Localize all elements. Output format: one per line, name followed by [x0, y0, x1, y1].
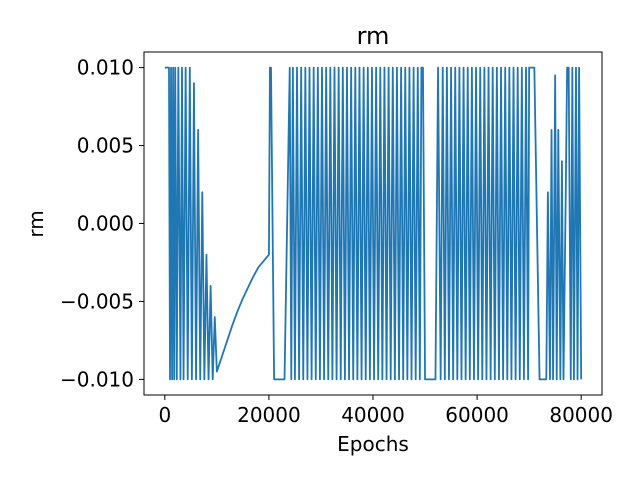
x-axis-label: Epochs — [337, 432, 409, 456]
x-tick-label: 20000 — [237, 403, 301, 427]
x-tick-label: 60000 — [445, 403, 509, 427]
y-tick-label: 0.000 — [77, 212, 134, 236]
y-tick-label: −0.010 — [60, 367, 134, 391]
x-tick-label: 40000 — [341, 403, 405, 427]
chart-title: rm — [357, 22, 390, 50]
x-tick-label: 80000 — [549, 403, 613, 427]
y-axis-label: rm — [24, 210, 48, 237]
plot-area — [164, 66, 583, 381]
y-tick-label: 0.005 — [77, 134, 134, 158]
x-tick-label: 0 — [158, 403, 171, 427]
y-tick-label: 0.010 — [77, 56, 134, 80]
x-axis: 0 20000 40000 60000 80000 — [158, 395, 613, 427]
series-line-0 — [164, 66, 583, 381]
y-tick-label: −0.005 — [60, 289, 134, 313]
y-axis: 0.010 0.005 0.000 −0.005 −0.010 — [60, 56, 144, 391]
